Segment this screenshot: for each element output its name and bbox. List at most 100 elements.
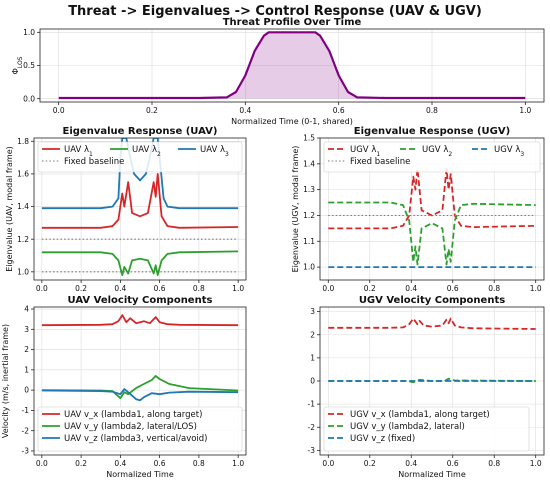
legend-box	[37, 406, 243, 452]
x-axis-label: Normalized Time	[398, 470, 466, 479]
series-line-uav-v-z-lambda3-vertical-avoid-	[41, 388, 239, 402]
legend-label: UAV v_y (lambda2, lateral/LOS)	[64, 422, 197, 432]
x-tick-label: 1.0	[232, 284, 244, 293]
series-line-uav-v-x-lambda1-along-target-	[41, 314, 239, 327]
x-tick-label: 0.6	[447, 284, 459, 293]
y-tick-label: 0	[24, 386, 29, 395]
x-tick-label: 0.8	[193, 459, 205, 468]
panel-uav_vel: 0.0 0.2 0.4 0.6 0.8 1.0 -3 -2 -1 0 1 2 3 4 UAV Velocit…	[1, 295, 247, 479]
y-tick-label: 0	[310, 377, 315, 386]
x-tick-label: 0.6	[333, 106, 345, 115]
y-tick-label: 3	[24, 325, 29, 334]
figure-title: Threat -> Eigenvalues -> Control Respons…	[68, 4, 482, 19]
x-tick-label: 0.2	[75, 459, 87, 468]
y-tick-label: 1.1	[303, 237, 315, 246]
x-tick-label: 0.6	[154, 284, 166, 293]
plot-frame	[319, 137, 545, 281]
panel-title: Eigenvalue Response (UGV)	[354, 126, 510, 137]
y-tick-label: -3	[308, 446, 316, 455]
plot-area	[58, 31, 526, 100]
panel-uav_eig: 0.0 0.2 0.4 0.6 0.8 1.01.01.21.41.61.8Eigenva…	[5, 126, 247, 293]
y-tick-label: 1.0	[303, 263, 315, 272]
legend-label: UGV v_y (lambda2, lateral)	[350, 422, 465, 432]
plot-frame	[33, 306, 247, 456]
x-tick-label: 1.0	[530, 284, 542, 293]
x-tick-label: 0.8	[488, 459, 500, 468]
y-tick-label: 1.6	[17, 170, 29, 179]
y-tick-label: -3	[22, 447, 30, 456]
x-tick-label: 0.6	[154, 459, 166, 468]
panel-ugv_vel: 0.0 0.2 0.4 0.6 0.8 1.0 -3 -2 -1 0 1 2 3 UGV Velocity…	[308, 295, 545, 479]
y-tick-label: 4	[24, 305, 29, 314]
x-axis-label: Normalized Time	[106, 470, 174, 479]
x-tick-label: 0.4	[114, 284, 126, 293]
x-tick-label: 0.0	[322, 284, 334, 293]
x-tick-label: 0.0	[36, 459, 48, 468]
legend-label: UAV λ3	[200, 145, 229, 158]
x-tick-label: 0.0	[322, 459, 334, 468]
y-tick-label: -2	[308, 423, 316, 432]
x-tick-label: 0.2	[364, 459, 376, 468]
legend-label: UGV λ3	[494, 145, 524, 158]
x-tick-label: 0.8	[488, 284, 500, 293]
legend-label: UAV λ2	[132, 145, 161, 158]
x-tick-label: 0.4	[405, 284, 417, 293]
y-tick-label: 2	[24, 345, 29, 354]
y-tick-label: 1.4	[303, 159, 315, 168]
x-axis-label: Normalized Time (0-1, shared)	[231, 117, 353, 126]
x-tick-label: 0.4	[405, 459, 417, 468]
legend-label: Fixed baseline	[350, 157, 410, 167]
y-tick-label: 1.0	[17, 267, 29, 276]
x-tick-label: 0.8	[426, 106, 438, 115]
x-tick-label: 0.2	[364, 284, 376, 293]
plot-area	[41, 314, 239, 402]
series-line-ugv-2	[328, 201, 536, 266]
legend-label: UGV λ1	[350, 145, 380, 158]
y-axis-label: Velocity (m/s, inertial frame)	[1, 324, 10, 438]
y-tick-label: 1.3	[303, 185, 315, 194]
plot-area	[328, 317, 536, 384]
panel-ugv_eig: 0.0 0.2 0.4 0.6 0.8 1.01.01.11.21.31.41.5Eige…	[291, 126, 545, 293]
y-axis-label: Eigenvalue (UAV, modal frame)	[5, 146, 14, 272]
plot-frame	[33, 137, 247, 281]
y-tick-label: -1	[308, 400, 316, 409]
panel-title: UGV Velocity Components	[359, 295, 505, 306]
panel-title: UAV Velocity Components	[68, 295, 213, 306]
x-tick-label: 1.0	[232, 459, 244, 468]
y-axis-label: ΦLOS	[11, 56, 24, 74]
y-axis-label: Eigenvalue (UGV, modal frame)	[291, 146, 300, 273]
series-line-uav-2	[41, 250, 239, 277]
y-tick-label: 0.0	[23, 94, 35, 103]
y-tick-label: 3	[310, 307, 315, 316]
legend-label: Fixed baseline	[64, 157, 124, 167]
panel-title: Threat Profile Over Time	[223, 17, 362, 28]
x-tick-label: 0.0	[36, 284, 48, 293]
panel-threat: 0.0 0.2 0.4 0.6 0.8 1.0 0.0 0.5 1.0 Threat Profil…	[11, 17, 545, 126]
x-tick-label: 1.0	[530, 459, 542, 468]
x-tick-label: 0.0	[53, 106, 65, 115]
series-line-uav-v-y-lambda2-lateral-los-	[41, 374, 239, 400]
y-tick-label: 1	[310, 353, 315, 362]
y-tick-label: 2	[310, 330, 315, 339]
series-line-uav-1	[41, 172, 239, 229]
y-tick-label: 0.5	[23, 61, 35, 70]
y-tick-label: 1.5	[303, 134, 315, 143]
plot-area	[41, 138, 239, 277]
panel-title: Eigenvalue Response (UAV)	[63, 126, 218, 137]
legend-label: UAV v_x (lambda1, along target)	[64, 410, 202, 420]
y-tick-label: -2	[22, 426, 30, 435]
legend: UAV λ1 UAV λ2 UAV λ3 Fixed baseline	[37, 141, 243, 173]
y-tick-label: 1.4	[17, 202, 29, 211]
y-tick-label: -1	[22, 406, 30, 415]
x-tick-label: 0.4	[114, 459, 126, 468]
y-tick-label: 1.0	[23, 28, 35, 37]
legend: UGV v_x (lambda1, along target) UGV v_y (…	[323, 406, 530, 452]
x-tick-label: 1.0	[519, 106, 531, 115]
x-tick-label: 0.2	[75, 284, 87, 293]
legend-label: UAV λ1	[64, 145, 93, 158]
y-tick-label: 1.2	[303, 211, 315, 220]
y-tick-label: 1.8	[17, 137, 29, 146]
plot-area	[328, 168, 536, 269]
legend-label: UGV λ2	[422, 145, 452, 158]
